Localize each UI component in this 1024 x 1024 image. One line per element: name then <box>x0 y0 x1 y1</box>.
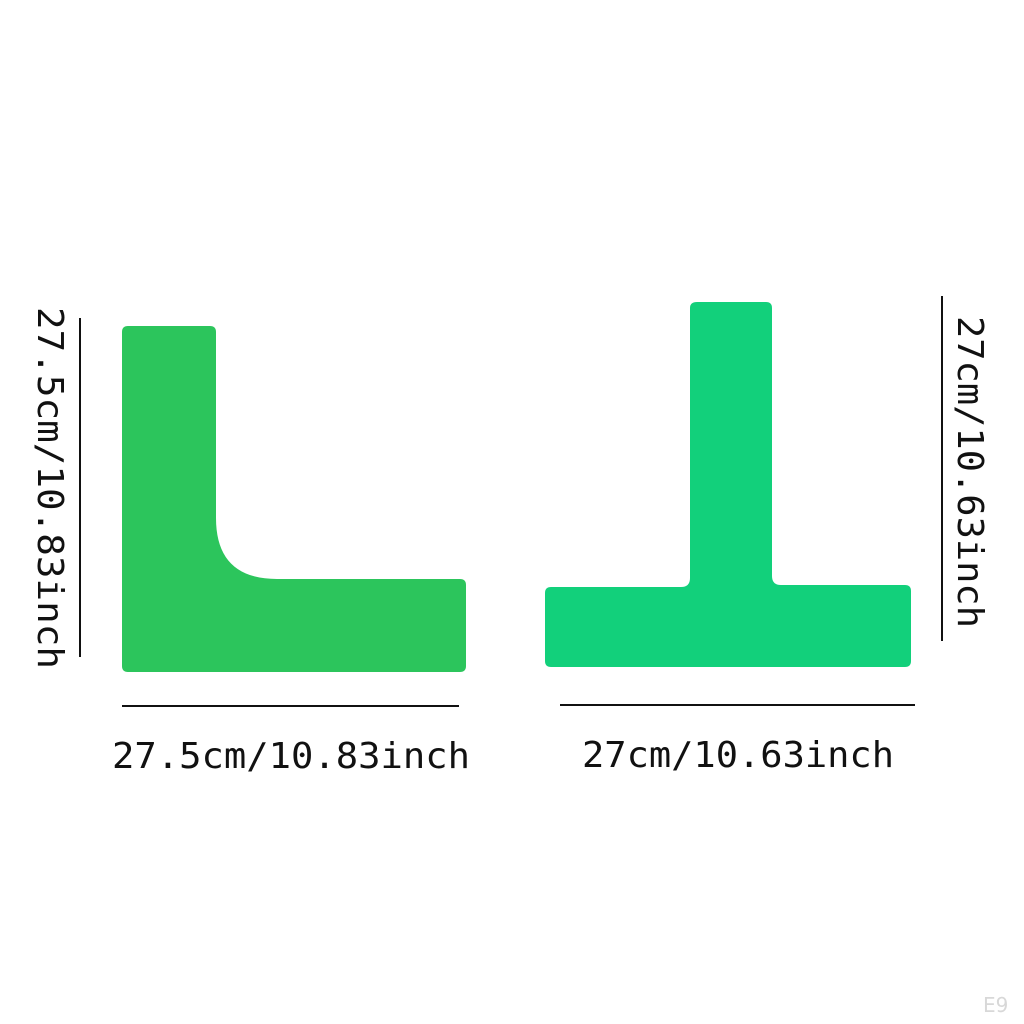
t-height-label: 27cm/10.63inch <box>949 316 990 628</box>
l-height-label: 27.5cm/10.83inch <box>29 307 70 669</box>
l-shaped-floor-marker <box>122 326 466 672</box>
watermark: E9 <box>983 993 1008 1017</box>
t-width-label: 27cm/10.63inch <box>582 735 894 776</box>
t-shaped-floor-marker <box>545 302 911 667</box>
l-width-label: 27.5cm/10.83inch <box>112 736 470 777</box>
